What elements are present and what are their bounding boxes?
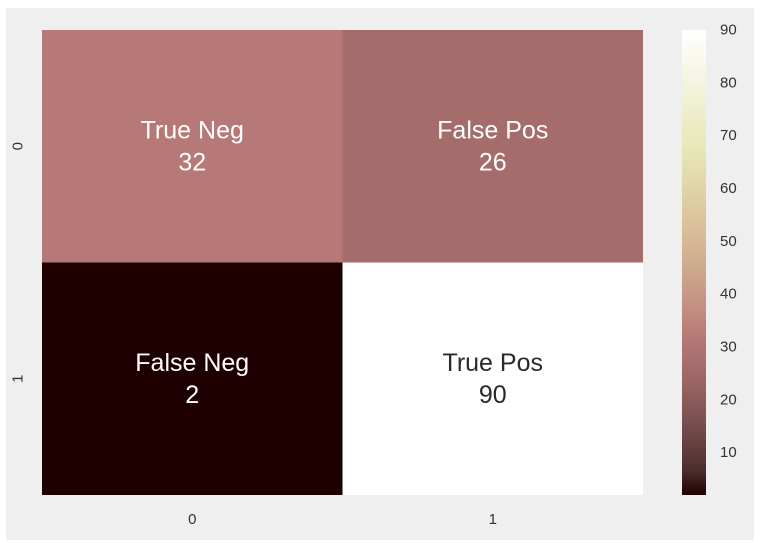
heatmap-cell-r1-c0 xyxy=(42,262,343,495)
colorbar-tick-label: 30 xyxy=(720,339,737,356)
colorbar-tick-label: 50 xyxy=(720,233,737,250)
x-tick-label: 0 xyxy=(188,511,196,528)
cell-label: True Neg xyxy=(141,116,244,144)
colorbar-tick-label: 90 xyxy=(720,22,737,39)
colorbar-tick-label: 60 xyxy=(720,180,737,197)
colorbar-tick-label: 80 xyxy=(720,74,737,91)
colorbar-tick-label: 10 xyxy=(720,444,737,461)
colorbar-tick-label: 70 xyxy=(720,127,737,144)
colorbar: 10 20 30 40 50 60 70 80 90 xyxy=(682,22,737,495)
cell-value: 2 xyxy=(185,381,199,409)
y-tick-label: 1 xyxy=(10,375,27,383)
y-tick-label: 0 xyxy=(10,142,27,150)
colorbar-tick-label: 40 xyxy=(720,286,737,303)
cell-label: False Pos xyxy=(437,116,548,144)
cell-label: True Pos xyxy=(442,349,543,377)
cell-value: 26 xyxy=(479,148,507,176)
heatmap-cells: True Neg 32 False Pos 26 False Neg 2 True Pos 9… xyxy=(42,30,643,495)
y-axis-ticks: 01 xyxy=(10,142,27,383)
cell-value: 90 xyxy=(479,381,507,409)
heatmap-cell-r0-c0 xyxy=(42,30,343,263)
heatmap-cell-r0-c1 xyxy=(342,30,643,263)
colorbar-tick-label: 20 xyxy=(720,391,737,408)
heatmap-cell-r1-c1 xyxy=(342,262,643,495)
cell-value: 32 xyxy=(178,148,206,176)
colorbar-gradient xyxy=(682,30,706,495)
x-tick-label: 1 xyxy=(489,511,497,528)
cell-label: False Neg xyxy=(135,349,249,377)
